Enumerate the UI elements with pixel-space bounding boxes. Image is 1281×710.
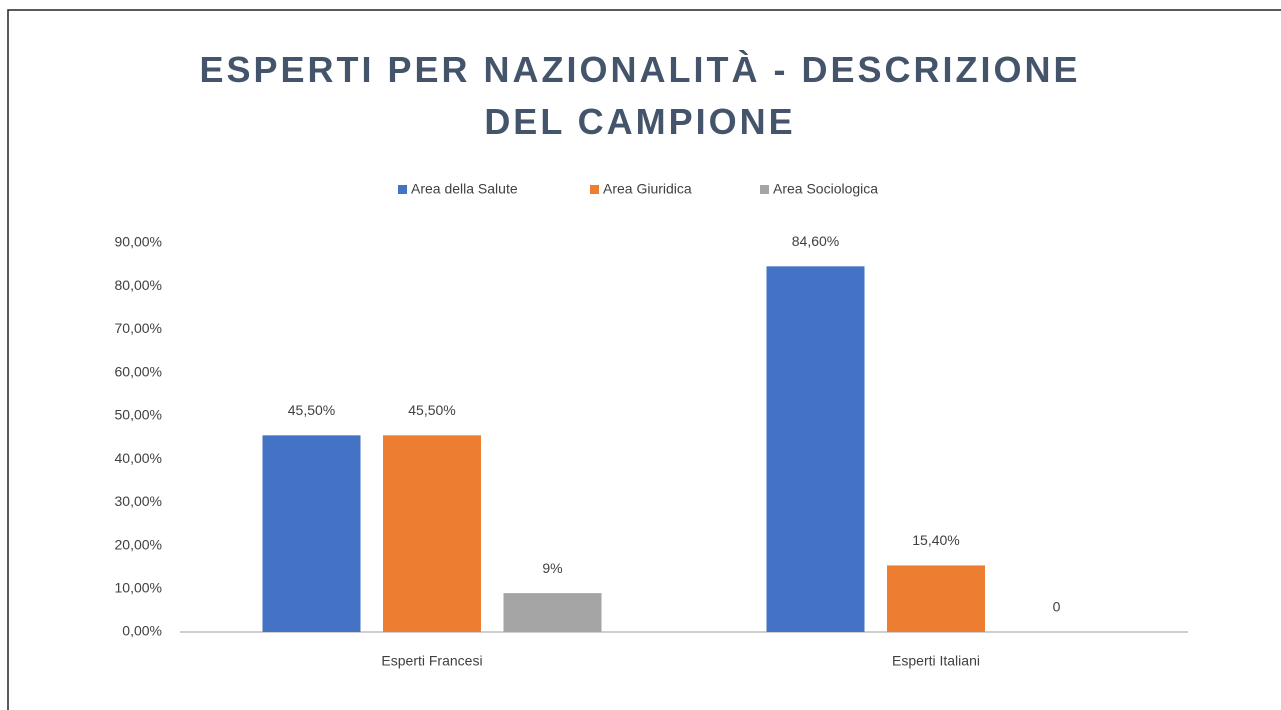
x-tick-label: Esperti Italiani xyxy=(892,653,980,669)
y-tick-label: 70,00% xyxy=(115,320,162,336)
bar xyxy=(262,435,361,632)
legend-swatch xyxy=(590,185,599,194)
legend-label: Area Giuridica xyxy=(603,181,692,197)
bar xyxy=(766,266,865,632)
legend-label: Area della Salute xyxy=(411,181,518,197)
data-label: 45,50% xyxy=(408,402,455,418)
bar xyxy=(383,435,481,632)
data-label: 15,40% xyxy=(912,532,959,548)
legend-swatch xyxy=(398,185,407,194)
data-label: 45,50% xyxy=(288,402,335,418)
bar xyxy=(503,593,602,632)
y-tick-label: 0,00% xyxy=(122,623,162,639)
y-tick-label: 60,00% xyxy=(115,363,162,379)
y-tick-label: 40,00% xyxy=(115,450,162,466)
y-tick-label: 10,00% xyxy=(115,579,162,595)
y-tick-label: 50,00% xyxy=(115,407,162,423)
legend-swatch xyxy=(760,185,769,194)
bar xyxy=(887,565,985,632)
legend-label: Area Sociologica xyxy=(773,181,878,197)
data-label: 9% xyxy=(542,560,562,576)
data-label: 84,60% xyxy=(792,233,839,249)
frame xyxy=(7,9,1281,710)
y-tick-label: 80,00% xyxy=(115,277,162,293)
y-tick-label: 90,00% xyxy=(115,234,162,250)
y-tick-label: 30,00% xyxy=(115,493,162,509)
y-tick-label: 20,00% xyxy=(115,536,162,552)
data-label: 0 xyxy=(1053,599,1061,615)
chart-title: ESPERTI PER NAZIONALITÀ - DESCRIZIONE DE… xyxy=(199,49,1081,142)
x-tick-label: Esperti Francesi xyxy=(381,653,482,669)
